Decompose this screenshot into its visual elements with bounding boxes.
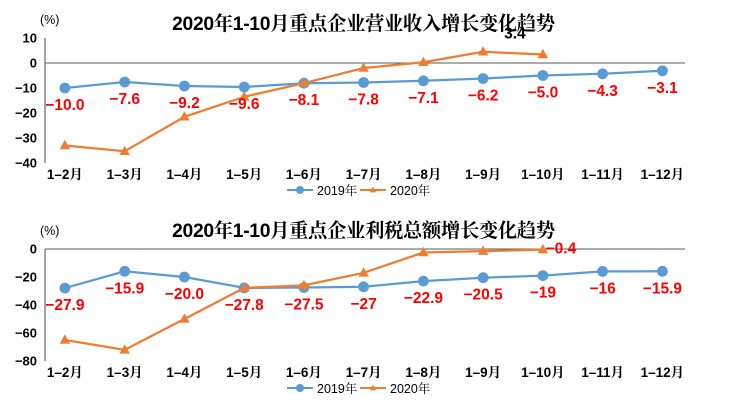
svg-text:−20.5: −20.5 [463, 287, 503, 304]
svg-text:1–3月: 1–3月 [107, 365, 143, 380]
svg-text:−20.0: −20.0 [165, 286, 204, 303]
svg-text:−16: −16 [589, 280, 616, 297]
svg-text:−9.2: −9.2 [169, 95, 200, 112]
svg-text:−9.6: −9.6 [229, 96, 260, 113]
svg-text:1–8月: 1–8月 [405, 365, 441, 380]
svg-text:−27.9: −27.9 [45, 297, 85, 314]
svg-text:−10: −10 [15, 81, 37, 96]
svg-text:−0.4: −0.4 [546, 241, 577, 258]
svg-text:0: 0 [30, 242, 37, 257]
svg-text:2020年: 2020年 [390, 183, 430, 198]
svg-text:2019年: 2019年 [317, 381, 357, 396]
svg-text:−8.1: −8.1 [289, 92, 320, 109]
svg-text:−10.0: −10.0 [45, 97, 84, 114]
svg-text:−5.0: −5.0 [528, 85, 559, 102]
svg-text:−20: −20 [15, 106, 37, 121]
svg-text:−3.1: −3.1 [647, 80, 678, 97]
svg-text:1–4月: 1–4月 [166, 167, 202, 182]
svg-text:−27.5: −27.5 [284, 297, 324, 314]
svg-text:(%): (%) [40, 224, 59, 238]
svg-text:3.4: 3.4 [504, 26, 526, 43]
svg-text:−40: −40 [15, 298, 37, 313]
svg-text:1–7月: 1–7月 [346, 167, 382, 182]
svg-text:1–3月: 1–3月 [107, 167, 143, 182]
svg-text:−22.9: −22.9 [404, 290, 444, 307]
svg-text:1–8月: 1–8月 [405, 167, 441, 182]
svg-text:−15.9: −15.9 [105, 280, 145, 297]
svg-text:1–6月: 1–6月 [286, 365, 322, 380]
svg-text:−40: −40 [15, 156, 37, 171]
svg-text:1–11月: 1–11月 [581, 365, 624, 380]
svg-text:1–10月: 1–10月 [521, 167, 565, 182]
svg-text:1–10月: 1–10月 [521, 365, 565, 380]
svg-text:−4.3: −4.3 [587, 83, 618, 100]
svg-text:−20: −20 [15, 270, 37, 285]
svg-text:−7.1: −7.1 [408, 90, 439, 107]
svg-text:1–9月: 1–9月 [465, 365, 501, 380]
svg-text:10: 10 [23, 31, 37, 46]
svg-text:−27.8: −27.8 [225, 297, 265, 314]
svg-text:−7.6: −7.6 [109, 91, 140, 108]
svg-text:−6.2: −6.2 [468, 88, 499, 105]
svg-text:1–9月: 1–9月 [465, 167, 501, 182]
svg-text:2020年: 2020年 [390, 381, 430, 396]
svg-text:−60: −60 [15, 326, 37, 341]
svg-text:1–5月: 1–5月 [226, 167, 262, 182]
svg-text:1–5月: 1–5月 [226, 365, 262, 380]
svg-text:−15.9: −15.9 [643, 280, 683, 297]
svg-text:−27: −27 [350, 296, 376, 313]
svg-text:1–11月: 1–11月 [581, 167, 624, 182]
svg-text:1–12月: 1–12月 [641, 167, 685, 182]
svg-text:−7.8: −7.8 [348, 92, 379, 109]
svg-text:1–6月: 1–6月 [286, 167, 322, 182]
svg-text:2019年: 2019年 [317, 183, 357, 198]
svg-text:1–12月: 1–12月 [641, 365, 685, 380]
svg-text:1–7月: 1–7月 [346, 365, 382, 380]
svg-text:(%): (%) [40, 13, 59, 27]
svg-text:1–4月: 1–4月 [166, 365, 202, 380]
svg-text:−80: −80 [15, 354, 37, 369]
svg-text:0: 0 [30, 56, 37, 71]
svg-text:1–2月: 1–2月 [47, 167, 83, 182]
svg-text:1–2月: 1–2月 [47, 365, 83, 380]
svg-text:−30: −30 [15, 131, 37, 146]
svg-text:−19: −19 [530, 285, 557, 302]
